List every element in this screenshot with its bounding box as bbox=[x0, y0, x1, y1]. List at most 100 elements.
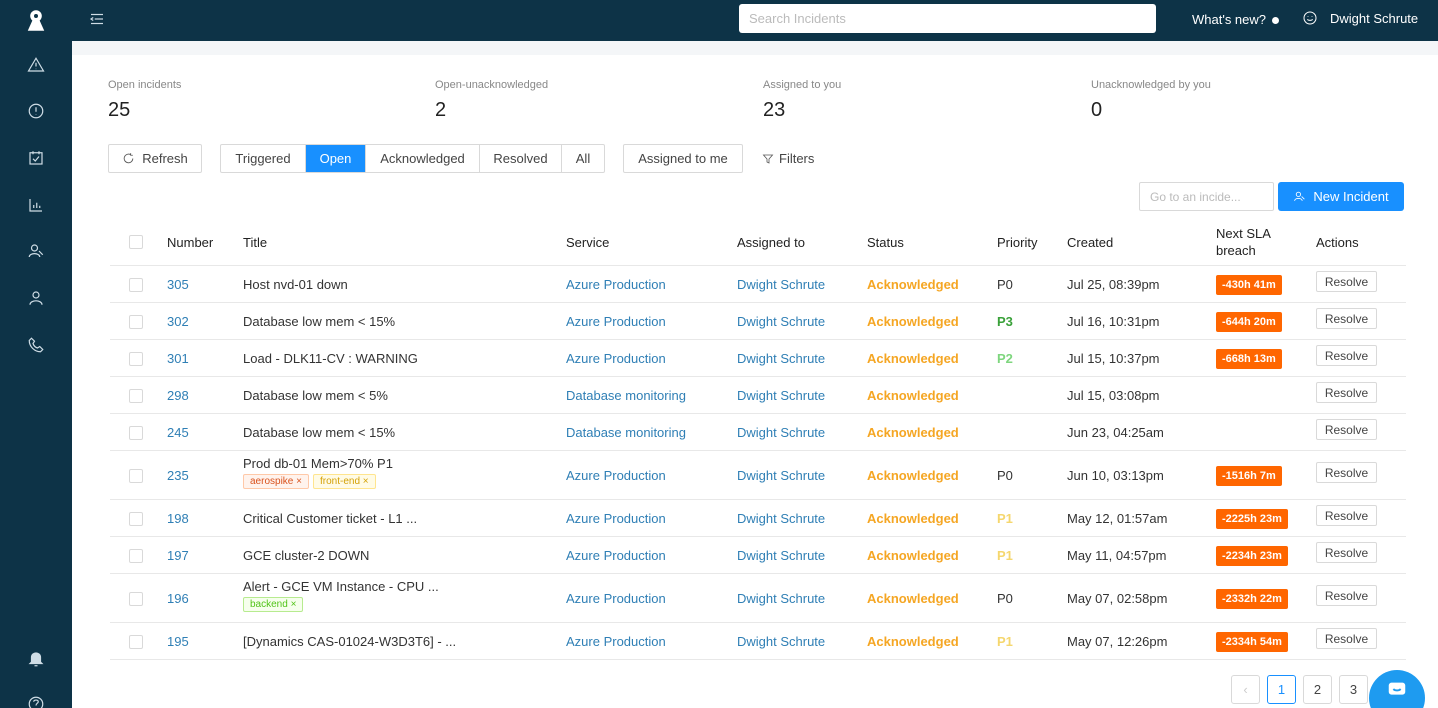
tag-remove-icon[interactable]: × bbox=[293, 476, 302, 487]
resolve-button[interactable]: Resolve bbox=[1316, 308, 1377, 329]
pagination-page-1[interactable]: 1 bbox=[1267, 675, 1296, 704]
tag[interactable]: aerospike × bbox=[243, 474, 309, 489]
service-link[interactable]: Database monitoring bbox=[566, 388, 686, 403]
bar-chart-icon[interactable] bbox=[22, 191, 50, 219]
incident-number-link[interactable]: 302 bbox=[167, 314, 189, 329]
resolve-button[interactable]: Resolve bbox=[1316, 505, 1377, 526]
tab-all[interactable]: All bbox=[575, 151, 591, 166]
calendar-check-icon[interactable] bbox=[22, 144, 50, 172]
incident-number-link[interactable]: 196 bbox=[167, 591, 189, 606]
whats-new-link[interactable]: What's new? bbox=[1192, 12, 1280, 27]
goto-incident-input[interactable] bbox=[1139, 182, 1274, 211]
table-row[interactable]: 298 Database low mem < 5% Database monitor… bbox=[110, 377, 1406, 414]
service-link[interactable]: Azure Production bbox=[566, 277, 666, 292]
logo-icon[interactable] bbox=[22, 6, 50, 34]
table-row[interactable]: 245 Database low mem < 15% Database monito… bbox=[110, 414, 1406, 451]
pagination-prev[interactable]: ‹ bbox=[1231, 675, 1260, 704]
row-checkbox[interactable] bbox=[129, 352, 143, 366]
resolve-button[interactable]: Resolve bbox=[1316, 271, 1377, 292]
service-link[interactable]: Azure Production bbox=[566, 634, 666, 649]
users-icon[interactable] bbox=[22, 237, 50, 265]
header-priority[interactable]: Priority bbox=[997, 235, 1038, 250]
row-checkbox[interactable] bbox=[129, 549, 143, 563]
resolve-button[interactable]: Resolve bbox=[1316, 382, 1377, 403]
resolve-button[interactable]: Resolve bbox=[1316, 542, 1377, 563]
tab-resolved[interactable]: Resolved bbox=[480, 145, 562, 172]
tag-remove-icon[interactable]: × bbox=[360, 476, 369, 487]
header-assigned-to[interactable]: Assigned to bbox=[737, 235, 805, 250]
row-checkbox[interactable] bbox=[129, 635, 143, 649]
incident-number-link[interactable]: 235 bbox=[167, 468, 189, 483]
service-link[interactable]: Azure Production bbox=[566, 468, 666, 483]
row-checkbox[interactable] bbox=[129, 278, 143, 292]
assignee-link[interactable]: Dwight Schrute bbox=[737, 468, 826, 483]
user-menu[interactable]: Dwight Schrute bbox=[1302, 10, 1418, 26]
row-checkbox[interactable] bbox=[129, 389, 143, 403]
row-checkbox[interactable] bbox=[129, 315, 143, 329]
service-link[interactable]: Database monitoring bbox=[566, 425, 686, 440]
tag-remove-icon[interactable]: × bbox=[287, 599, 297, 610]
incident-number-link[interactable]: 195 bbox=[167, 634, 189, 649]
row-checkbox[interactable] bbox=[129, 592, 143, 606]
tag[interactable]: front-end × bbox=[312, 474, 376, 489]
service-link[interactable]: Azure Production bbox=[566, 511, 666, 526]
menu-toggle-icon[interactable] bbox=[88, 10, 108, 30]
incident-number-link[interactable]: 245 bbox=[167, 425, 189, 440]
header-sla-breach[interactable]: Next SLA breach bbox=[1216, 225, 1271, 259]
select-all-checkbox[interactable] bbox=[129, 235, 143, 249]
incident-number-link[interactable]: 305 bbox=[167, 277, 189, 292]
assignee-link[interactable]: Dwight Schrute bbox=[737, 277, 826, 292]
assignee-link[interactable]: Dwight Schrute bbox=[737, 548, 826, 563]
assignee-link[interactable]: Dwight Schrute bbox=[737, 314, 826, 329]
pagination-page-3[interactable]: 3 bbox=[1339, 675, 1368, 704]
row-checkbox[interactable] bbox=[129, 426, 143, 440]
bell-icon[interactable] bbox=[22, 645, 50, 673]
header-title[interactable]: Title bbox=[243, 235, 268, 250]
resolve-button[interactable]: Resolve bbox=[1316, 419, 1377, 440]
help-icon[interactable] bbox=[22, 690, 50, 708]
resolve-button[interactable]: Resolve bbox=[1316, 628, 1377, 649]
header-number[interactable]: Number bbox=[167, 235, 214, 250]
resolve-button[interactable]: Resolve bbox=[1316, 585, 1377, 606]
info-circle-icon[interactable] bbox=[22, 97, 50, 125]
row-checkbox[interactable] bbox=[129, 469, 143, 483]
search-incidents-input[interactable] bbox=[739, 4, 1156, 33]
assignee-link[interactable]: Dwight Schrute bbox=[737, 591, 826, 606]
tab-triggered[interactable]: Triggered bbox=[221, 145, 306, 172]
refresh-button[interactable]: Refresh bbox=[108, 144, 202, 173]
resolve-button[interactable]: Resolve bbox=[1316, 462, 1377, 483]
table-row[interactable]: 197 GCE cluster-2 DOWN Azure Production Dwi… bbox=[110, 537, 1406, 574]
table-row[interactable]: 196 Alert - GCE VM Instance - CPU ... back… bbox=[110, 574, 1406, 623]
alert-triangle-icon[interactable] bbox=[22, 51, 50, 79]
service-link[interactable]: Azure Production bbox=[566, 548, 666, 563]
header-service[interactable]: Service bbox=[566, 235, 610, 250]
phone-icon[interactable] bbox=[22, 331, 50, 359]
assignee-link[interactable]: Dwight Schrute bbox=[737, 351, 826, 366]
table-row[interactable]: 305 Host nvd-01 down Azure Production Dwigh… bbox=[110, 266, 1406, 303]
assignee-link[interactable]: Dwight Schrute bbox=[737, 388, 826, 403]
tab-open[interactable]: Open bbox=[306, 145, 366, 172]
incident-number-link[interactable]: 197 bbox=[167, 548, 189, 563]
assigned-to-me-button[interactable]: Assigned to me bbox=[623, 144, 743, 173]
incident-number-link[interactable]: 301 bbox=[167, 351, 189, 366]
table-row[interactable]: 301 Load - DLK11-CV : WARNING Azure Produc… bbox=[110, 340, 1406, 377]
table-row[interactable]: 195 [Dynamics CAS-01024-W3D3T6] - ... Azur… bbox=[110, 623, 1406, 660]
header-created[interactable]: Created bbox=[1067, 235, 1114, 250]
table-row[interactable]: 198 Critical Customer ticket - L1 ... Azur… bbox=[110, 500, 1406, 537]
assignee-link[interactable]: Dwight Schrute bbox=[737, 511, 826, 526]
resolve-button[interactable]: Resolve bbox=[1316, 345, 1377, 366]
service-link[interactable]: Azure Production bbox=[566, 591, 666, 606]
pagination-page-2[interactable]: 2 bbox=[1303, 675, 1332, 704]
assignee-link[interactable]: Dwight Schrute bbox=[737, 425, 826, 440]
new-incident-button[interactable]: New Incident bbox=[1278, 182, 1404, 211]
incident-number-link[interactable]: 198 bbox=[167, 511, 189, 526]
tab-acknowledged[interactable]: Acknowledged bbox=[366, 145, 480, 172]
filters-button[interactable]: Filters bbox=[762, 151, 814, 166]
chat-widget-button[interactable] bbox=[1369, 670, 1425, 708]
service-link[interactable]: Azure Production bbox=[566, 351, 666, 366]
user-icon[interactable] bbox=[22, 284, 50, 312]
incident-number-link[interactable]: 298 bbox=[167, 388, 189, 403]
service-link[interactable]: Azure Production bbox=[566, 314, 666, 329]
row-checkbox[interactable] bbox=[129, 512, 143, 526]
table-row[interactable]: 302 Database low mem < 15% Azure Productio… bbox=[110, 303, 1406, 340]
